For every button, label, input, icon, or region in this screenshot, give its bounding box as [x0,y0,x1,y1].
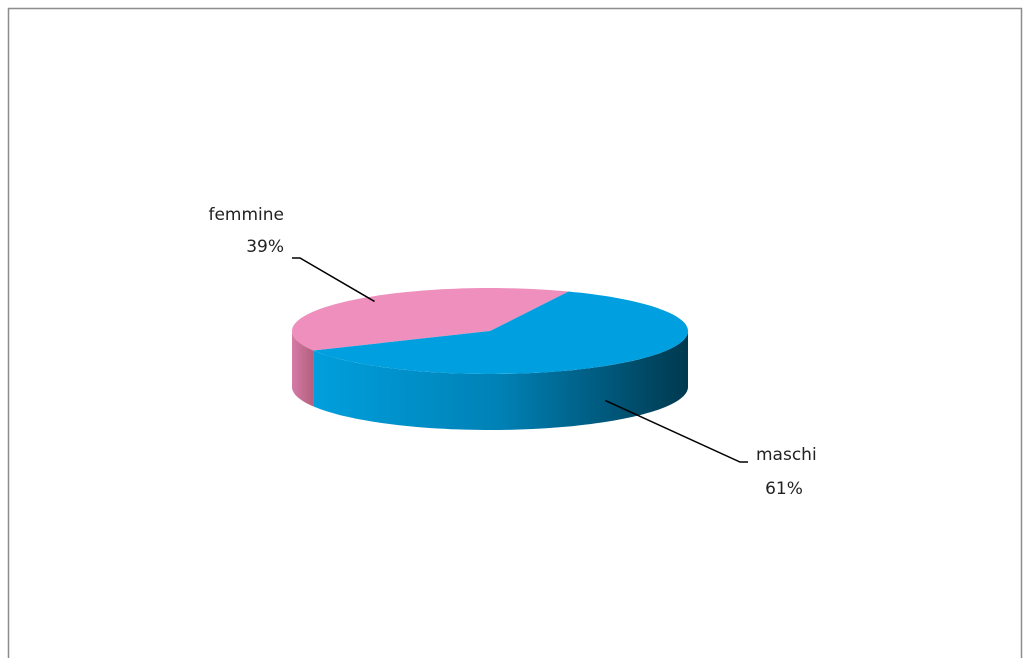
pie [292,288,688,430]
leader-line [605,399,748,463]
labels: femmine 39% maschi 61% [208,205,816,499]
slice [292,288,569,351]
leader-line [292,257,375,303]
slice [313,291,688,374]
value-label: 61% [765,479,803,499]
category-label: femmine [208,205,284,225]
value-label: 39% [246,237,284,257]
category-label: maschi [756,445,817,465]
slice-side [292,331,314,407]
slice-side [313,331,688,430]
